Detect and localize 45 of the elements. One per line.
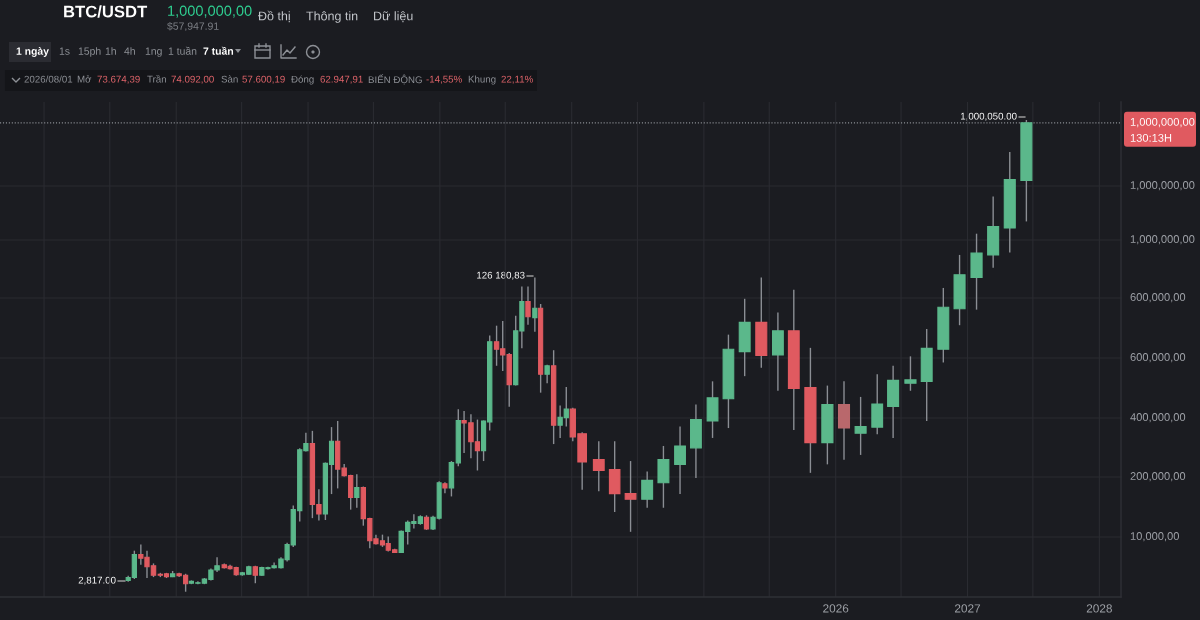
text: 74.092,00 bbox=[171, 75, 214, 84]
text: 4h bbox=[124, 47, 135, 55]
text: 1h bbox=[105, 47, 116, 55]
text: 1 tuần bbox=[168, 46, 197, 55]
text: Dữ liệu bbox=[374, 11, 413, 23]
text: 130:13H bbox=[1130, 133, 1172, 142]
text: 1s bbox=[59, 47, 70, 55]
text: 57.600,19 bbox=[242, 75, 285, 84]
x-tick-label: 2028 bbox=[1086, 604, 1112, 613]
text: BIẾN ĐỘNG bbox=[368, 74, 422, 85]
annotation: 1,000,050.00 bbox=[960, 112, 1017, 121]
text: 1ng bbox=[145, 47, 162, 57]
text: 73.674,39 bbox=[97, 75, 140, 84]
text: 15ph bbox=[78, 47, 101, 57]
text: 1,000,000,00 bbox=[1130, 117, 1195, 128]
text: 200,000,00 bbox=[1130, 472, 1186, 482]
text: 7 tuần bbox=[203, 46, 234, 55]
text: Đóng bbox=[291, 75, 314, 85]
candlestick bbox=[354, 473, 360, 509]
text: 22,11% bbox=[501, 75, 533, 84]
text: 1 ngày bbox=[16, 47, 49, 57]
text: Sàn bbox=[221, 75, 238, 83]
annotation: 2,817.00 bbox=[78, 576, 116, 585]
x-tick-label: 2027 bbox=[954, 604, 981, 613]
text: 62.947,91 bbox=[320, 75, 363, 84]
text: $57,947.91 bbox=[167, 21, 219, 32]
text: 600,000,00 bbox=[1130, 353, 1186, 363]
text: 1,000,000,00 bbox=[1130, 235, 1195, 245]
text: 600,000,00 bbox=[1130, 293, 1186, 303]
text: 2026/08/01 bbox=[24, 75, 73, 83]
text: 1,000,000,00 bbox=[168, 5, 252, 18]
text: Đồ thị bbox=[258, 10, 290, 23]
text: -14,55% bbox=[426, 75, 462, 84]
text: 10,000,00 bbox=[1130, 532, 1179, 542]
candlestick bbox=[532, 276, 538, 333]
text: Mở bbox=[77, 75, 92, 83]
x-tick-label: 2026 bbox=[823, 604, 849, 613]
text: 400,000,00 bbox=[1130, 413, 1186, 423]
annotation: 126 180,83 bbox=[477, 271, 525, 280]
text: Trần bbox=[147, 75, 166, 83]
chart-title: BTC/USDT bbox=[64, 5, 148, 18]
text: Thông tin bbox=[306, 11, 358, 23]
candlestick bbox=[525, 285, 531, 326]
text: Khung bbox=[468, 75, 496, 85]
text: 1,000,000,00 bbox=[1130, 181, 1195, 191]
